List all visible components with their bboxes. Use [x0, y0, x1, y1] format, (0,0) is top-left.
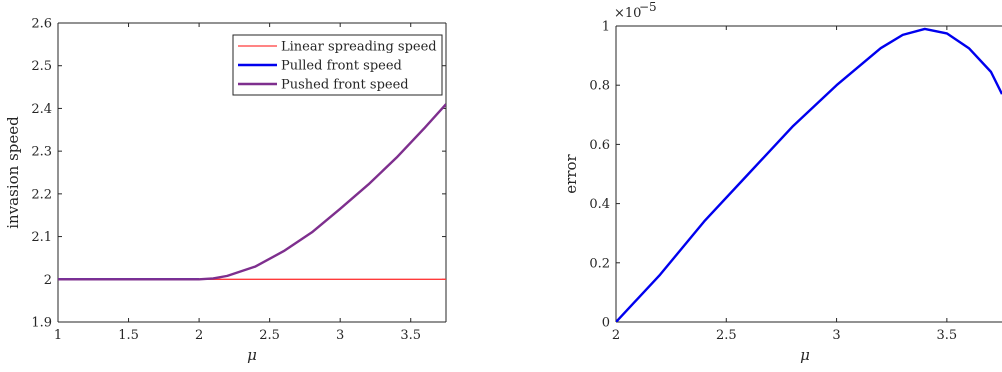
- y-tick-label: 2: [44, 273, 52, 288]
- y-tick-label: 0.2: [589, 256, 610, 271]
- y-axis-label: error: [562, 153, 580, 193]
- y-tick-label: 0: [602, 316, 610, 331]
- y-tick-label: 2.5: [31, 59, 52, 74]
- legend-label: Linear spreading speed: [281, 40, 437, 55]
- x-tick-label: 2.5: [259, 328, 280, 343]
- exponent-label: ×10: [614, 6, 641, 21]
- y-tick-label: 0.6: [589, 138, 610, 153]
- y-tick-label: 2.6: [31, 17, 52, 32]
- y-tick-label: 0.4: [589, 197, 610, 212]
- x-tick-label: 3: [336, 328, 344, 343]
- y-axis-label: invasion speed: [4, 116, 22, 229]
- y-tick-label: 2.4: [31, 102, 52, 117]
- exponent-power: −5: [639, 0, 657, 14]
- y-tick-label: 1.9: [31, 316, 52, 331]
- series-line-3: [58, 103, 446, 281]
- y-tick-label: 0.8: [589, 79, 610, 94]
- x-tick-label: 2: [195, 328, 203, 343]
- y-tick-label: 1: [602, 20, 610, 35]
- x-axis-label: μ: [247, 346, 257, 364]
- x-tick-label: 2: [612, 328, 620, 343]
- chart-2: 2 2.5 3 3.5 0 0.2 0.4 0.6 0.8 1 μ error ×10−5: [562, 0, 1002, 364]
- x-tick-label: 1: [54, 328, 62, 343]
- y-tick-label: 2.2: [31, 187, 52, 202]
- x-tick-label: 2.5: [716, 328, 737, 343]
- x-tick-label: 3: [832, 328, 840, 343]
- legend: Linear spreading speed Pulled front speed…: [232, 34, 443, 96]
- series-line-1: [616, 27, 1002, 322]
- x-axis-label: μ: [800, 346, 810, 364]
- chart-1: 1 1.5 2 2.5 3 3.5 1.9 2 2.1 2.2 2.3 2.4 2.5 2.6 μ invas…: [4, 17, 447, 364]
- x-tick-label: 3.5: [937, 328, 958, 343]
- legend-label: Pulled front speed: [281, 59, 402, 74]
- y-tick-label: 2.1: [31, 230, 52, 245]
- y-tick-label: 2.3: [31, 145, 52, 160]
- x-tick-label: 1.5: [118, 328, 139, 343]
- legend-label: Pushed front speed: [281, 78, 409, 93]
- x-tick-label: 3.5: [400, 328, 421, 343]
